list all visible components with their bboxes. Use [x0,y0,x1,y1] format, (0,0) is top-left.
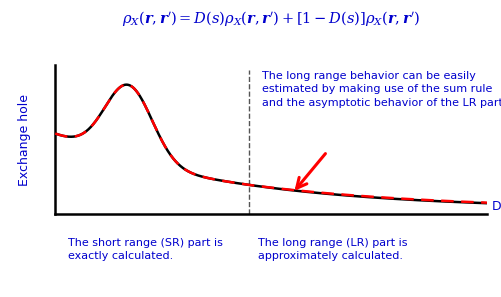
Text: Distance: Distance [490,200,501,213]
Text: The long range (LR) part is
approximately calculated.: The long range (LR) part is approximatel… [258,238,407,261]
Text: The short range (SR) part is
exactly calculated.: The short range (SR) part is exactly cal… [68,238,222,261]
Text: $\rho_X(\boldsymbol{r},\boldsymbol{r}') = D(s)\rho_X(\boldsymbol{r},\boldsymbol{: $\rho_X(\boldsymbol{r},\boldsymbol{r}') … [122,9,419,28]
Text: The long range behavior can be easily
estimated by making use of the sum rule
an: The long range behavior can be easily es… [262,71,501,108]
Text: Exchange hole: Exchange hole [19,94,32,186]
